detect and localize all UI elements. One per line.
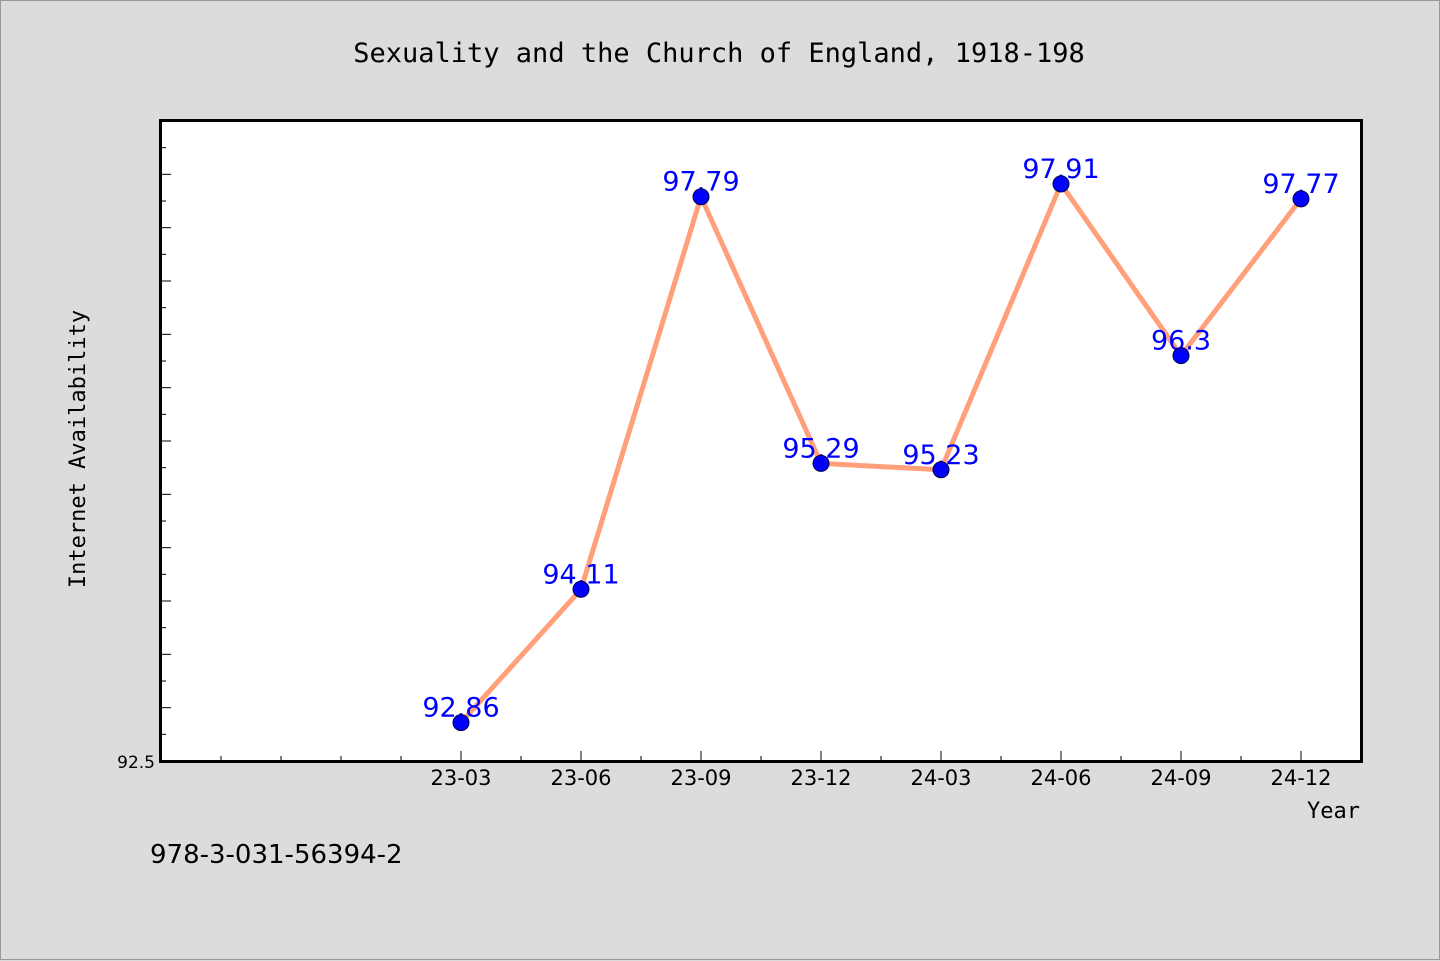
x-tick-label: 23-03 — [430, 766, 491, 790]
y-tick-label: 92.5 — [117, 753, 155, 773]
data-point — [1052, 175, 1070, 193]
series-line — [458, 181, 1304, 726]
x-tick-label: 24-03 — [910, 766, 971, 790]
x-tick-label: 24-06 — [1030, 766, 1091, 790]
x-tick-label: 23-12 — [790, 766, 851, 790]
x-axis-ticks: 23-03 23-06 23-09 23-12 24-03 24-06 24-09 24-12 — [220, 751, 1332, 790]
data-point — [1172, 347, 1190, 365]
x-axis-label: Year — [1307, 799, 1360, 824]
y-axis-ticks — [161, 120, 171, 762]
data-point — [572, 580, 590, 598]
data-point — [932, 461, 950, 479]
y-axis-label: Internet Availability — [66, 310, 91, 588]
x-tick-label: 24-09 — [1150, 766, 1211, 790]
data-point — [812, 454, 830, 472]
chart-title: Sexuality and the Church of England, 191… — [353, 38, 1085, 69]
x-tick-label: 24-12 — [1270, 766, 1331, 790]
data-point — [1292, 190, 1310, 208]
x-tick-label: 23-06 — [550, 766, 611, 790]
data-point — [692, 188, 710, 206]
plot-area — [159, 119, 1363, 763]
data-point — [452, 714, 470, 732]
footer-isbn: 978-3-031-56394-2 — [150, 840, 403, 870]
x-tick-label: 23-09 — [670, 766, 731, 790]
